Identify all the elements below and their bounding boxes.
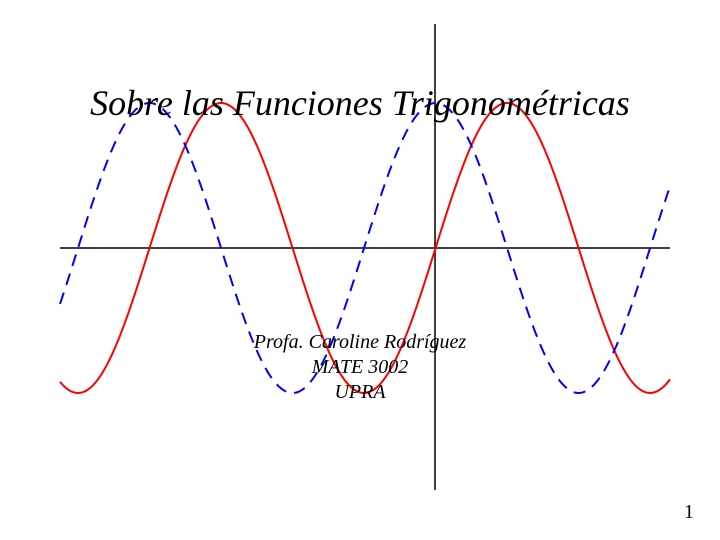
subtitle: Profa. Caroline Rodríguez MATE 3002 UPRA xyxy=(0,330,720,405)
page-title: Sobre las Funciones Trigonométricas xyxy=(0,82,720,124)
trig-chart xyxy=(0,0,720,540)
subtitle-line-author: Profa. Caroline Rodríguez xyxy=(0,330,720,355)
subtitle-line-institution: UPRA xyxy=(0,380,720,405)
subtitle-line-course: MATE 3002 xyxy=(0,355,720,380)
page-number: 1 xyxy=(684,501,694,524)
